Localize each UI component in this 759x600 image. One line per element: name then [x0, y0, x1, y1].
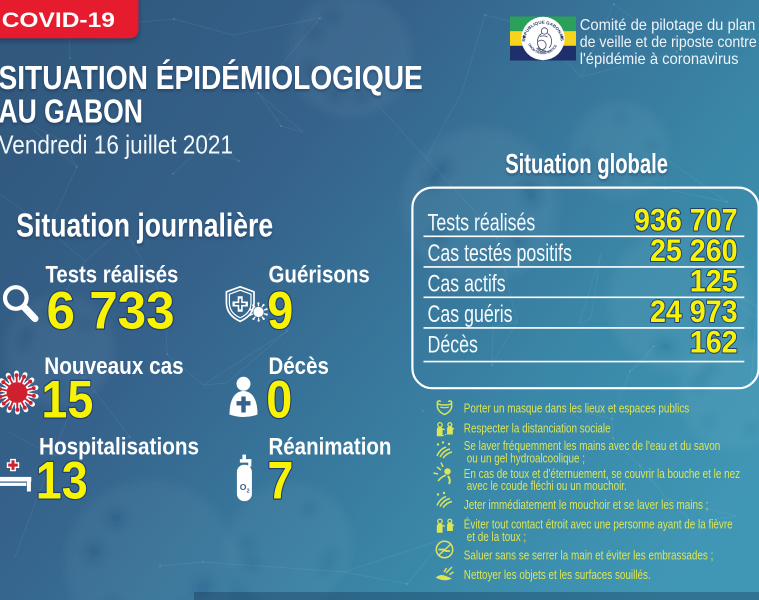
- svg-text:Cas testés positifs: Cas testés positifs: [428, 241, 572, 267]
- svg-text:et de la toux ;: et de la toux ;: [467, 530, 526, 545]
- svg-text:Comité de pilotage du plan: Comité de pilotage du plan: [580, 17, 756, 34]
- svg-text:15: 15: [41, 370, 93, 429]
- svg-text:Respecter la distanciation soc: Respecter la distanciation sociale: [464, 421, 611, 436]
- svg-text:Tests réalisés: Tests réalisés: [46, 261, 179, 288]
- svg-text:Décès: Décès: [269, 352, 329, 379]
- svg-text:SITUATION ÉPIDÉMIOLOGIQUE: SITUATION ÉPIDÉMIOLOGIQUE: [0, 59, 423, 97]
- svg-text:9: 9: [267, 281, 293, 340]
- svg-text:25 260: 25 260: [650, 234, 738, 269]
- svg-text:de veille et de riposte contre: de veille et de riposte contre: [580, 35, 757, 52]
- svg-text:Vendredi 16 juillet 2021: Vendredi 16 juillet 2021: [0, 131, 233, 160]
- svg-text:6 733: 6 733: [47, 282, 175, 341]
- svg-text:En cas de toux et d'éternuemen: En cas de toux et d'éternuement, se couv…: [464, 466, 740, 481]
- svg-text:125: 125: [690, 264, 738, 299]
- svg-text:0: 0: [266, 370, 292, 429]
- svg-text:avec le coude fléchi ou un mou: avec le coude fléchi ou un mouchoir.: [467, 479, 627, 494]
- svg-text:Nettoyer les objets et les sur: Nettoyer les objets et les surfaces soui…: [464, 567, 651, 582]
- svg-text:Situation journalière: Situation journalière: [16, 208, 273, 244]
- svg-text:Tests réalisés: Tests réalisés: [428, 210, 536, 236]
- svg-text:Éviter tout contact étroit ave: Éviter tout contact étroit avec une pers…: [464, 517, 733, 532]
- svg-text:936 707: 936 707: [634, 203, 738, 238]
- svg-text:AU GABON: AU GABON: [0, 92, 143, 130]
- svg-text:2: 2: [247, 489, 250, 495]
- svg-text:O: O: [240, 482, 247, 492]
- svg-text:Saluer sans se serrer la main: Saluer sans se serrer la main et éviter …: [464, 548, 714, 563]
- svg-text:7: 7: [267, 451, 293, 510]
- svg-text:Nouveaux cas: Nouveaux cas: [44, 352, 183, 379]
- svg-text:13: 13: [36, 451, 88, 510]
- svg-text:Situation globale: Situation globale: [505, 149, 668, 180]
- svg-text:Se laver fréquemment les mains: Se laver fréquemment les mains avec de l…: [464, 439, 720, 454]
- svg-text:162: 162: [690, 325, 738, 360]
- svg-text:Porter un masque dans les lieu: Porter un masque dans les lieux et espac…: [464, 401, 690, 416]
- svg-text:Réanimation: Réanimation: [269, 433, 392, 460]
- svg-text:Guérisons: Guérisons: [269, 261, 370, 288]
- svg-text:ou un gel hydroalcoolique ;: ou un gel hydroalcoolique ;: [467, 451, 585, 466]
- svg-text:Cas actifs: Cas actifs: [428, 271, 506, 297]
- svg-text:Hospitalisations: Hospitalisations: [39, 433, 199, 460]
- svg-text:l'épidémie à coronavirus: l'épidémie à coronavirus: [580, 51, 739, 68]
- svg-text:COVID-19: COVID-19: [2, 8, 115, 32]
- svg-text:Décès: Décès: [428, 332, 478, 358]
- svg-text:Jeter immédiatement le mouchoi: Jeter immédiatement le mouchoir et se la…: [464, 498, 709, 513]
- svg-text:24 973: 24 973: [650, 295, 738, 330]
- svg-text:Cas guéris: Cas guéris: [428, 302, 513, 328]
